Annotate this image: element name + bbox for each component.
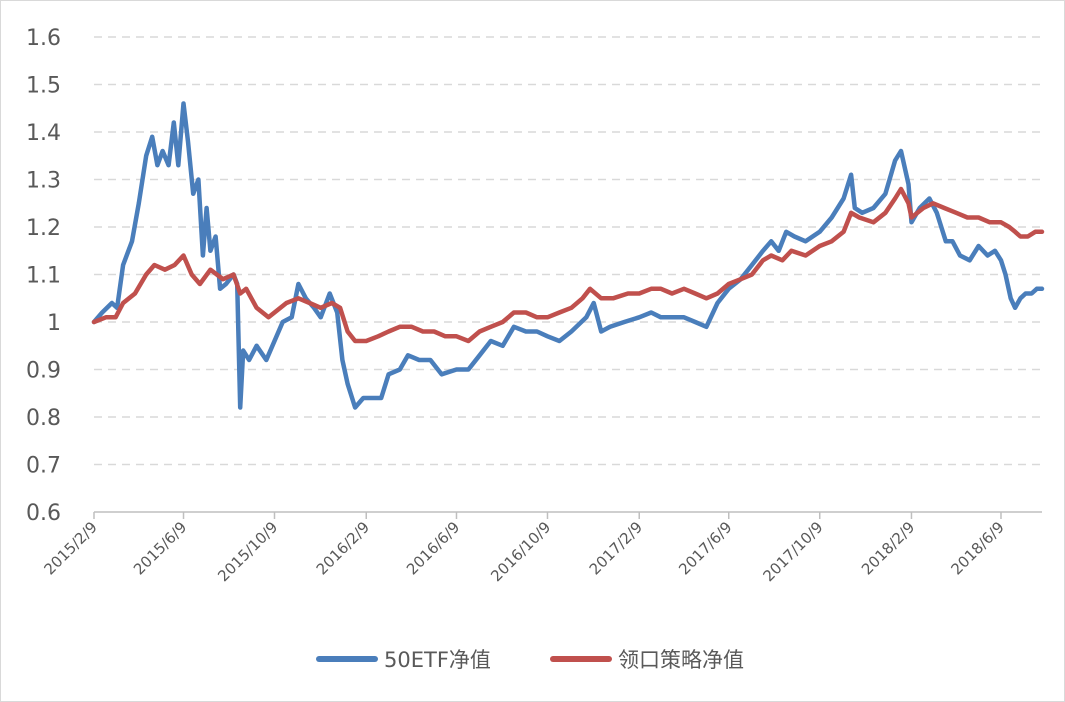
y-tick-label: 1.6 bbox=[26, 26, 61, 51]
y-tick-label: 1.2 bbox=[26, 216, 61, 241]
y-tick-label: 1.3 bbox=[26, 169, 61, 194]
y-tick-label: 1.4 bbox=[26, 121, 61, 146]
x-tick-label: 2017/6/9 bbox=[675, 518, 735, 578]
y-tick-label: 1.5 bbox=[26, 74, 61, 99]
x-tick-label: 2016/2/9 bbox=[313, 518, 373, 578]
y-tick-label: 1 bbox=[47, 311, 61, 336]
legend: 50ETF净值 领口策略净值 bbox=[316, 648, 744, 672]
x-tick-label: 2016/10/9 bbox=[487, 518, 554, 585]
x-tick-label: 2015/6/9 bbox=[130, 518, 190, 578]
x-tick-label: 2018/6/9 bbox=[947, 518, 1007, 578]
y-tick-label: 0.9 bbox=[26, 359, 61, 384]
series-lines bbox=[91, 101, 1045, 410]
legend-item: 领口策略净值 bbox=[550, 648, 744, 672]
series-line-2 bbox=[91, 186, 1045, 344]
legend-label: 50ETF净值 bbox=[384, 648, 491, 672]
y-axis: 0.6 0.7 0.8 0.9 1 1.1 1.2 1.3 1.4 1.5 1.6 bbox=[26, 26, 61, 526]
series-line-1 bbox=[91, 101, 1045, 410]
y-tick-label: 1.1 bbox=[26, 264, 61, 289]
legend-item: 50ETF净值 bbox=[316, 648, 491, 672]
legend-label: 领口策略净值 bbox=[618, 648, 744, 672]
y-tick-label: 0.7 bbox=[26, 454, 61, 479]
y-tick-label: 0.8 bbox=[26, 406, 61, 431]
x-tick-label: 2015/10/9 bbox=[214, 518, 281, 585]
gridlines bbox=[94, 36, 1042, 466]
x-tick-label: 2017/2/9 bbox=[586, 518, 646, 578]
x-tick-label: 2018/2/9 bbox=[858, 518, 918, 578]
x-tick-label: 2016/6/9 bbox=[403, 518, 463, 578]
y-tick-label: 0.6 bbox=[26, 501, 61, 526]
x-axis: 2015/2/9 2015/6/9 2015/10/9 2016/2/9 2016/6/… bbox=[40, 511, 1042, 585]
x-tick-label: 2017/10/9 bbox=[759, 518, 826, 585]
x-tick-label: 2015/2/9 bbox=[40, 518, 100, 578]
